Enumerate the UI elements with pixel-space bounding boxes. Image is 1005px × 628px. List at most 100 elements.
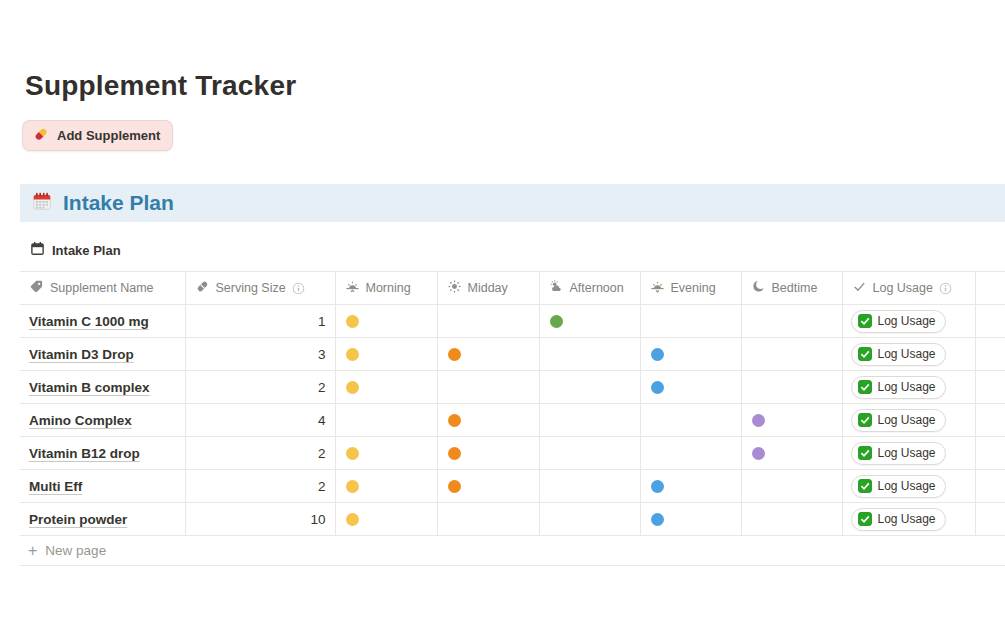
column-header-label: Log Usage bbox=[873, 281, 933, 295]
column-header-label: Midday bbox=[468, 281, 508, 295]
midday-dot-orange bbox=[448, 480, 461, 493]
evening-cell[interactable] bbox=[640, 503, 741, 536]
evening-cell[interactable] bbox=[640, 437, 741, 470]
afternoon-cell[interactable] bbox=[539, 503, 640, 536]
log-usage-button[interactable]: Log Usage bbox=[851, 508, 946, 531]
add-supplement-button[interactable]: Add Supplement bbox=[22, 120, 173, 151]
serving-size-cell[interactable]: 10 bbox=[185, 503, 335, 536]
supplement-page-link[interactable]: Protein powder bbox=[29, 512, 127, 527]
serving-size-cell[interactable]: 2 bbox=[185, 437, 335, 470]
morning-dot-yellow bbox=[346, 480, 359, 493]
evening-cell[interactable] bbox=[640, 470, 741, 503]
afternoon-cell[interactable] bbox=[539, 338, 640, 371]
midday-cell[interactable] bbox=[437, 503, 539, 536]
afternoon-cell[interactable] bbox=[539, 305, 640, 338]
serving-size-cell[interactable]: 4 bbox=[185, 404, 335, 437]
morning-cell[interactable] bbox=[335, 437, 437, 470]
log-usage-cell: Log Usage bbox=[842, 503, 975, 536]
bedtime-cell[interactable] bbox=[741, 305, 842, 338]
supplement-tracker-page: Supplement Tracker Add Supplement bbox=[0, 70, 1005, 628]
bedtime-cell[interactable] bbox=[741, 437, 842, 470]
log-usage-button-label: Log Usage bbox=[878, 347, 936, 361]
column-header-evening[interactable]: Evening bbox=[640, 272, 741, 305]
supplement-name-cell[interactable]: Protein powder bbox=[20, 503, 185, 536]
intake-plan-banner[interactable]: Intake Plan bbox=[20, 184, 1005, 222]
morning-cell[interactable] bbox=[335, 404, 437, 437]
midday-cell[interactable] bbox=[437, 305, 539, 338]
midday-cell[interactable] bbox=[437, 404, 539, 437]
midday-cell[interactable] bbox=[437, 470, 539, 503]
column-header-bedtime[interactable]: Bedtime bbox=[741, 272, 842, 305]
supplement-page-link[interactable]: Multi Eff bbox=[29, 479, 82, 494]
log-usage-button[interactable]: Log Usage bbox=[851, 376, 946, 399]
evening-cell[interactable] bbox=[640, 338, 741, 371]
log-usage-button[interactable]: Log Usage bbox=[851, 475, 946, 498]
midday-cell[interactable] bbox=[437, 371, 539, 404]
banner-title: Intake Plan bbox=[63, 191, 174, 215]
morning-cell[interactable] bbox=[335, 338, 437, 371]
log-usage-button[interactable]: Log Usage bbox=[851, 343, 946, 366]
afternoon-cell[interactable] bbox=[539, 470, 640, 503]
afternoon-dot-green bbox=[550, 315, 563, 328]
supplement-page-link[interactable]: Vitamin C 1000 mg bbox=[29, 314, 149, 329]
page-title: Supplement Tracker bbox=[25, 70, 1005, 102]
supplement-name-cell[interactable]: Amino Complex bbox=[20, 404, 185, 437]
morning-cell[interactable] bbox=[335, 470, 437, 503]
serving-size-cell[interactable]: 3 bbox=[185, 338, 335, 371]
evening-cell[interactable] bbox=[640, 305, 741, 338]
bedtime-cell[interactable] bbox=[741, 470, 842, 503]
supplement-name-cell[interactable]: Vitamin C 1000 mg bbox=[20, 305, 185, 338]
bedtime-dot-purple bbox=[752, 447, 765, 460]
afternoon-cell[interactable] bbox=[539, 404, 640, 437]
table-row: Multi Eff 2 Log Usage bbox=[20, 470, 1005, 503]
bedtime-cell[interactable] bbox=[741, 404, 842, 437]
evening-dot-blue bbox=[651, 348, 664, 361]
supplement-page-link[interactable]: Vitamin D3 Drop bbox=[29, 347, 134, 362]
afternoon-cell[interactable] bbox=[539, 437, 640, 470]
bedtime-cell[interactable] bbox=[741, 371, 842, 404]
log-usage-button-label: Log Usage bbox=[878, 479, 936, 493]
supplement-page-link[interactable]: Vitamin B12 drop bbox=[29, 446, 140, 461]
serving-size-cell[interactable]: 2 bbox=[185, 371, 335, 404]
column-header-midday[interactable]: Midday bbox=[437, 272, 539, 305]
supplement-name-cell[interactable]: Multi Eff bbox=[20, 470, 185, 503]
morning-dot-yellow bbox=[346, 447, 359, 460]
supplement-name-cell[interactable]: Vitamin B12 drop bbox=[20, 437, 185, 470]
supplement-page-link[interactable]: Amino Complex bbox=[29, 413, 132, 428]
column-header-afternoon[interactable]: Afternoon bbox=[539, 272, 640, 305]
supplement-page-link[interactable]: Vitamin B complex bbox=[29, 380, 150, 395]
midday-cell[interactable] bbox=[437, 437, 539, 470]
afternoon-cell[interactable] bbox=[539, 371, 640, 404]
serving-size-cell[interactable]: 1 bbox=[185, 305, 335, 338]
partial-cell bbox=[975, 404, 1005, 437]
log-usage-button[interactable]: Log Usage bbox=[851, 310, 946, 333]
bedtime-cell[interactable] bbox=[741, 338, 842, 371]
supplement-name-cell[interactable]: Vitamin B complex bbox=[20, 371, 185, 404]
midday-dot-orange bbox=[448, 414, 461, 427]
tag-icon bbox=[29, 279, 44, 297]
midday-cell[interactable] bbox=[437, 338, 539, 371]
evening-dot-blue bbox=[651, 513, 664, 526]
new-page-button[interactable]: + New page bbox=[20, 536, 1005, 566]
morning-cell[interactable] bbox=[335, 503, 437, 536]
column-header-log[interactable]: Log Usage bbox=[842, 272, 975, 305]
green-checkbox-icon bbox=[858, 479, 872, 493]
supplement-name-cell[interactable]: Vitamin D3 Drop bbox=[20, 338, 185, 371]
evening-cell[interactable] bbox=[640, 371, 741, 404]
column-header-label: Serving Size bbox=[216, 281, 286, 295]
evening-cell[interactable] bbox=[640, 404, 741, 437]
log-usage-button[interactable]: Log Usage bbox=[851, 442, 946, 465]
log-usage-button-label: Log Usage bbox=[878, 512, 936, 526]
column-header-morning[interactable]: Morning bbox=[335, 272, 437, 305]
bedtime-cell[interactable] bbox=[741, 503, 842, 536]
log-usage-button[interactable]: Log Usage bbox=[851, 409, 946, 432]
sunset-icon bbox=[650, 279, 665, 297]
morning-cell[interactable] bbox=[335, 305, 437, 338]
partial-cell bbox=[975, 338, 1005, 371]
column-header-name[interactable]: Supplement Name bbox=[20, 272, 185, 305]
serving-size-cell[interactable]: 2 bbox=[185, 470, 335, 503]
database-title[interactable]: Intake Plan bbox=[30, 241, 1005, 259]
morning-cell[interactable] bbox=[335, 371, 437, 404]
column-header-serving[interactable]: Serving Size bbox=[185, 272, 335, 305]
check-icon bbox=[852, 279, 867, 297]
